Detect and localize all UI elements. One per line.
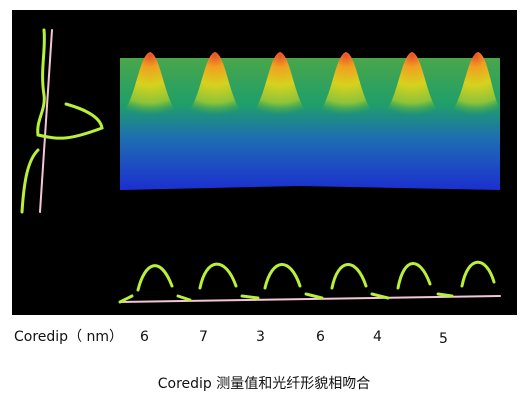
- value: 6: [140, 329, 149, 345]
- value-row: 6 7 3 6 4 5: [140, 329, 448, 347]
- value: 3: [256, 329, 265, 345]
- caption: Coredip 测量值和光纤形貌相吻合: [158, 376, 371, 392]
- surface-image: [118, 52, 505, 190]
- bottom-profile: [118, 260, 501, 304]
- value: 5: [439, 331, 448, 347]
- row-label: Coredip（ nm）: [14, 329, 123, 345]
- value: 4: [373, 329, 382, 345]
- side-profile: [20, 28, 104, 214]
- value: 6: [316, 329, 325, 345]
- value: 7: [199, 329, 208, 345]
